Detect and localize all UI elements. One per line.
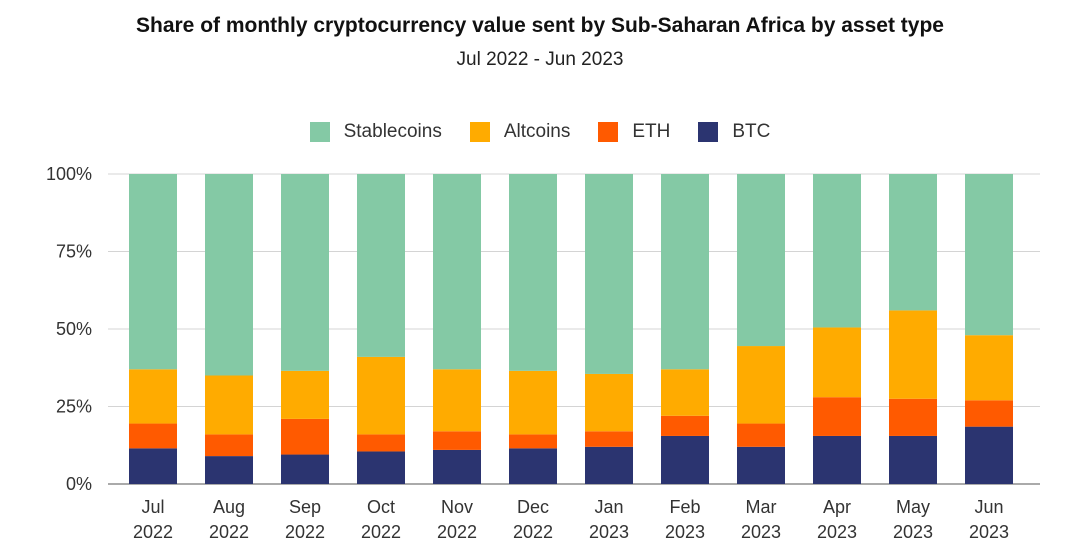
- bar-stablecoins-apr-2023: [813, 174, 861, 328]
- x-tick-label-year: 2022: [285, 522, 325, 542]
- bar-eth-oct-2022: [357, 434, 405, 452]
- bar-altcoins-apr-2023: [813, 327, 861, 398]
- x-tick-label-year: 2023: [589, 522, 629, 542]
- bar-btc-mar-2023: [737, 446, 785, 484]
- bar-altcoins-jul-2022: [129, 369, 177, 424]
- bar-stablecoins-nov-2022: [433, 174, 481, 370]
- chart-title: Share of monthly cryptocurrency value se…: [136, 14, 944, 37]
- bar-eth-sep-2022: [281, 418, 329, 455]
- bar-stablecoins-jan-2023: [585, 174, 633, 374]
- x-tick-label-year: 2022: [133, 522, 173, 542]
- x-tick-label-year: 2023: [741, 522, 781, 542]
- bar-altcoins-nov-2022: [433, 369, 481, 432]
- bar-eth-aug-2022: [205, 434, 253, 457]
- legend-label-eth: ETH: [632, 121, 671, 142]
- legend-label-btc: BTC: [732, 121, 771, 142]
- bar-btc-jun-2023: [965, 426, 1013, 484]
- bar-altcoins-may-2023: [889, 310, 937, 399]
- x-tick-label-month: Jan: [594, 497, 623, 517]
- x-tick-label-month: Apr: [823, 497, 851, 517]
- x-tick-label-year: 2022: [209, 522, 249, 542]
- bar-btc-may-2023: [889, 435, 937, 484]
- bar-stablecoins-dec-2022: [509, 174, 557, 371]
- bar-stablecoins-oct-2022: [357, 174, 405, 357]
- bar-btc-feb-2023: [661, 435, 709, 484]
- y-tick-label: 75%: [56, 242, 92, 262]
- bar-btc-oct-2022: [357, 451, 405, 484]
- x-tick-label-year: 2023: [969, 522, 1009, 542]
- bar-altcoins-oct-2022: [357, 356, 405, 435]
- y-tick-label: 50%: [56, 319, 92, 339]
- bar-eth-jan-2023: [585, 431, 633, 447]
- bar-stablecoins-may-2023: [889, 174, 937, 311]
- legend-item-altcoins: Altcoins: [469, 121, 571, 143]
- x-tick-label-month: Feb: [669, 497, 700, 517]
- x-tick-label-year: 2023: [665, 522, 705, 542]
- legend-swatch-stablecoins: [309, 122, 330, 142]
- chart-subtitle: Jul 2022 - Jun 2023: [456, 49, 624, 70]
- bar-altcoins-dec-2022: [509, 370, 557, 435]
- bar-altcoins-jan-2023: [585, 373, 633, 432]
- bar-eth-jul-2022: [129, 423, 177, 449]
- chart-legend: Stablecoins Altcoins ETH BTC: [0, 121, 1080, 143]
- bar-stablecoins-feb-2023: [661, 174, 709, 370]
- legend-swatch-eth: [598, 122, 619, 142]
- legend-item-btc: BTC: [698, 121, 770, 143]
- legend-label-altcoins: Altcoins: [503, 121, 571, 142]
- bar-stablecoins-jul-2022: [129, 174, 177, 370]
- bar-altcoins-mar-2023: [737, 346, 785, 424]
- legend-item-stablecoins: Stablecoins: [309, 121, 442, 143]
- x-tick-label-month: Dec: [517, 497, 549, 517]
- bar-stablecoins-sep-2022: [281, 174, 329, 371]
- x-tick-label-month: Jun: [974, 497, 1003, 517]
- x-tick-label-month: Sep: [289, 497, 321, 517]
- bar-btc-jul-2022: [129, 448, 177, 484]
- bar-eth-mar-2023: [737, 423, 785, 447]
- bar-btc-apr-2023: [813, 435, 861, 484]
- x-tick-label-month: Aug: [213, 497, 245, 517]
- legend-item-eth: ETH: [598, 121, 670, 143]
- legend-swatch-altcoins: [469, 122, 490, 142]
- bar-eth-may-2023: [889, 398, 937, 436]
- bar-btc-jan-2023: [585, 446, 633, 484]
- bar-eth-feb-2023: [661, 415, 709, 436]
- bar-eth-dec-2022: [509, 434, 557, 449]
- x-tick-label-month: Jul: [141, 497, 164, 517]
- legend-label-stablecoins: Stablecoins: [343, 121, 442, 142]
- bar-altcoins-jun-2023: [965, 335, 1013, 401]
- legend-swatch-btc: [698, 122, 719, 142]
- x-tick-label-year: 2022: [437, 522, 477, 542]
- bar-stablecoins-jun-2023: [965, 174, 1013, 336]
- bar-btc-aug-2022: [205, 456, 253, 484]
- bar-btc-dec-2022: [509, 448, 557, 484]
- bar-altcoins-sep-2022: [281, 370, 329, 419]
- y-tick-label: 100%: [46, 164, 92, 184]
- bar-eth-jun-2023: [965, 400, 1013, 427]
- bar-btc-nov-2022: [433, 449, 481, 484]
- x-tick-label-month: Nov: [441, 497, 473, 517]
- y-tick-label: 25%: [56, 397, 92, 417]
- x-tick-label-month: Mar: [746, 497, 777, 517]
- bar-altcoins-feb-2023: [661, 369, 709, 416]
- bar-stablecoins-aug-2022: [205, 174, 253, 376]
- x-tick-label-month: Oct: [367, 497, 395, 517]
- bar-eth-nov-2022: [433, 431, 481, 450]
- x-tick-label-month: May: [896, 497, 930, 517]
- x-tick-label-year: 2023: [893, 522, 933, 542]
- y-tick-label: 0%: [66, 474, 92, 494]
- x-tick-label-year: 2022: [513, 522, 553, 542]
- x-tick-label-year: 2022: [361, 522, 401, 542]
- x-tick-label-year: 2023: [817, 522, 857, 542]
- bar-btc-sep-2022: [281, 454, 329, 484]
- bar-stablecoins-mar-2023: [737, 174, 785, 347]
- bar-altcoins-aug-2022: [205, 375, 253, 435]
- bar-eth-apr-2023: [813, 397, 861, 436]
